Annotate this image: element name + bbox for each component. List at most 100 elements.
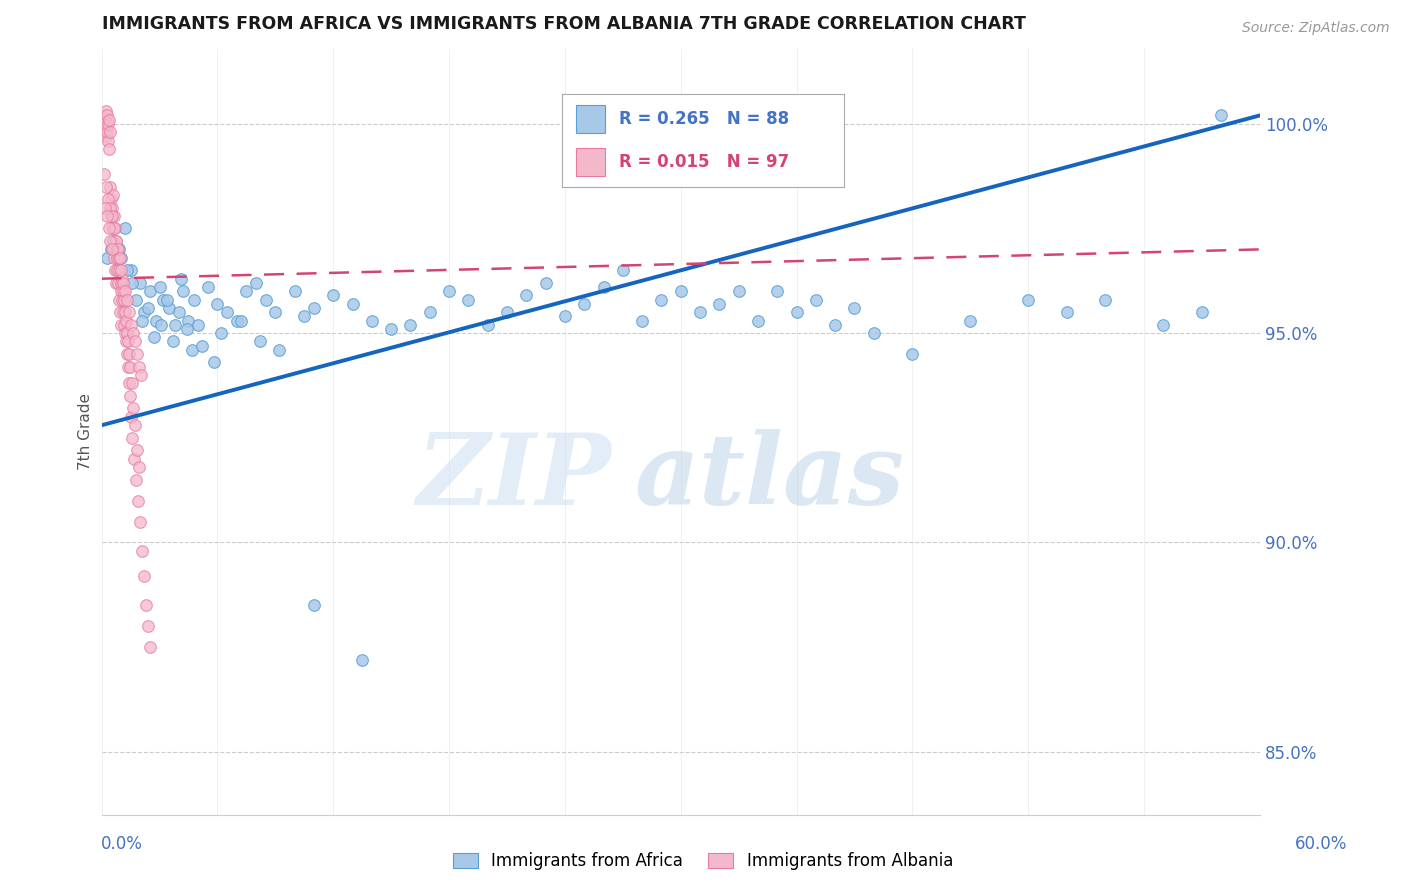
Point [202,355,225,369]
Point [98,125,121,139]
Point [197,280,219,294]
Text: 0.0%: 0.0% [101,835,143,853]
Point [101,221,124,235]
Point [93,117,115,131]
Point [183,293,205,307]
Point [107,263,129,277]
Point [94,104,117,119]
Point [229,313,252,327]
Point [786,305,808,319]
Text: R = 0.015   N = 97: R = 0.015 N = 97 [619,153,789,171]
Point [127,443,149,458]
Point [93,167,115,181]
Point [689,305,711,319]
Point [104,234,127,248]
Point [117,334,139,349]
Point [110,318,132,332]
Point [97,134,120,148]
Point [110,276,132,290]
Point [104,234,127,248]
Point [110,263,132,277]
Point [114,334,136,349]
Point [112,293,135,307]
Point [115,263,138,277]
Point [217,305,239,319]
Point [292,310,315,324]
Point [124,418,146,433]
Point [96,129,118,144]
Point [380,322,402,336]
Point [804,293,827,307]
Point [650,293,672,307]
Point [574,297,596,311]
Point [1211,108,1233,122]
Point [121,276,143,290]
Point [554,310,576,324]
Point [163,318,186,332]
Point [669,285,692,299]
Point [108,305,131,319]
Point [322,288,344,302]
Point [264,305,287,319]
Point [225,313,247,327]
Point [100,243,122,257]
Point [112,318,135,332]
Point [419,305,441,319]
Point [120,263,142,277]
Point [1017,293,1039,307]
Point [127,493,149,508]
Point [96,251,118,265]
Point [94,112,117,127]
Point [93,108,115,122]
Point [437,285,460,299]
Point [284,285,307,299]
Point [1094,293,1116,307]
Point [128,460,150,475]
Point [139,285,162,299]
Point [124,334,146,349]
Point [120,318,142,332]
Point [96,125,118,139]
Point [94,179,117,194]
Point [132,305,155,319]
Point [97,221,120,235]
Point [121,431,143,445]
Point [727,285,749,299]
Point [132,569,155,583]
Point [592,280,614,294]
Point [457,293,479,307]
Point [360,313,382,327]
FancyBboxPatch shape [576,105,605,133]
Point [766,285,789,299]
Point [631,313,654,327]
Y-axis label: 7th Grade: 7th Grade [79,393,93,470]
Point [100,209,122,223]
Point [515,288,537,302]
Point [120,409,142,424]
Point [93,201,115,215]
Point [100,234,122,248]
Point [131,544,153,558]
Point [101,243,124,257]
Point [111,305,134,319]
Point [103,243,125,257]
Point [110,285,132,299]
Point [115,347,138,361]
Point [115,313,138,327]
Point [111,271,134,285]
Point [959,313,981,327]
Point [107,276,129,290]
Text: atlas: atlas [634,429,904,525]
Point [101,188,124,202]
Point [352,653,374,667]
Point [150,318,173,332]
Point [129,515,152,529]
Point [302,301,325,315]
Point [148,280,170,294]
Point [107,251,129,265]
Point [824,318,846,332]
Point [1191,305,1213,319]
Point [98,142,121,156]
Point [477,318,499,332]
Point [162,334,184,349]
